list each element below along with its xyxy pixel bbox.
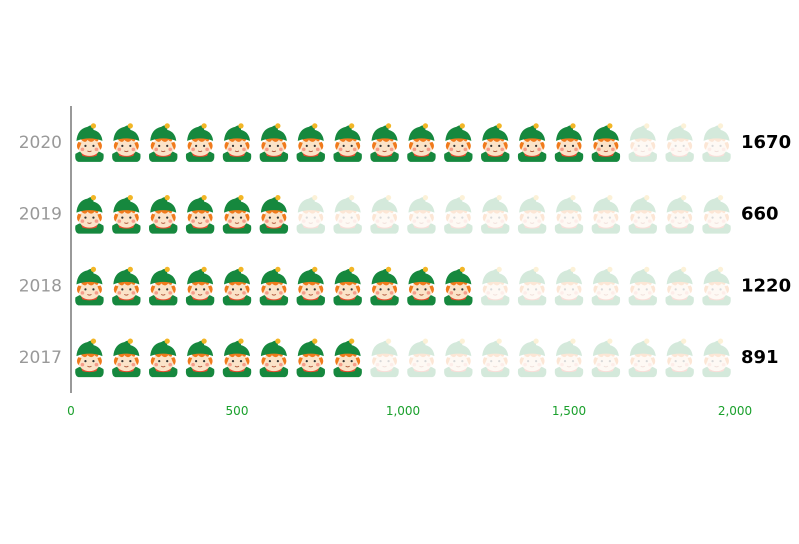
- elf-icon: [148, 194, 178, 235]
- elf-icon: [259, 194, 289, 235]
- data-label: 660: [741, 204, 779, 225]
- elf-icon: [554, 266, 584, 306]
- elf-icon: [111, 122, 142, 163]
- elf-icon: [591, 194, 621, 235]
- elf-icon: [480, 266, 510, 306]
- elf-icon: [591, 338, 621, 378]
- elf-icon: [628, 266, 658, 306]
- elf-icon: [74, 194, 105, 235]
- elf-icon: [406, 266, 437, 306]
- elf-icon: [222, 122, 252, 163]
- elf-icon: [369, 122, 400, 163]
- elf-icon: [259, 122, 289, 163]
- elf-icon: [664, 338, 695, 378]
- elf-icon: [185, 122, 215, 163]
- elf-icon: [406, 122, 437, 163]
- elf-icon: [701, 338, 732, 378]
- elf-icon: [369, 266, 400, 306]
- elf-icon: [701, 122, 732, 163]
- elf-icon: [443, 266, 474, 306]
- elf-icon: [443, 194, 474, 235]
- elf-icon: [296, 338, 326, 378]
- bar-row-2019: 2019 660: [19, 194, 779, 235]
- elf-icon: [222, 266, 252, 306]
- elf-icon: [148, 338, 178, 378]
- elf-icon: [369, 194, 400, 235]
- elf-icon: [332, 266, 363, 306]
- bar-row-2017: 2017 891: [19, 338, 779, 378]
- elf-icon: [369, 338, 400, 378]
- elf-icon: [185, 194, 215, 235]
- elf-icon: [332, 122, 363, 163]
- elf-icon: [296, 122, 326, 163]
- elf-icon: [332, 338, 363, 378]
- elf-icon: [222, 338, 252, 378]
- elf-icon: [480, 194, 510, 235]
- data-label: 891: [741, 347, 779, 368]
- elf-icon: [185, 338, 215, 378]
- x-tick-label: 500: [226, 404, 249, 418]
- x-tick-label: 1,500: [552, 404, 586, 418]
- category-label: 2017: [19, 348, 62, 368]
- category-label: 2018: [19, 276, 62, 296]
- x-tick-label: 1,000: [386, 404, 420, 418]
- elf-icon: [443, 338, 474, 378]
- elf-icon: [332, 194, 363, 235]
- bar-row-2018: 2018 1220: [19, 266, 791, 306]
- elf-icon: [517, 266, 547, 306]
- elf-icon: [259, 266, 289, 306]
- category-label: 2020: [19, 133, 62, 153]
- x-tick-label: 0: [67, 404, 75, 418]
- elf-icon: [148, 266, 178, 306]
- elf-icon: [74, 122, 105, 163]
- elf-icon: [701, 194, 732, 235]
- elf-icon: [111, 266, 142, 306]
- elf-icon: [74, 338, 105, 378]
- bar-row-2020: 2020 1670: [19, 122, 791, 163]
- elf-icon: [296, 266, 326, 306]
- elf-icon: [111, 194, 142, 235]
- elf-icon: [259, 338, 289, 378]
- elf-icon: [406, 194, 437, 235]
- elf-icon: [664, 266, 695, 306]
- elf-icon: [296, 194, 326, 235]
- elf-icon: [664, 194, 695, 235]
- elf-icon: [517, 194, 547, 235]
- elf-icon: [664, 122, 695, 163]
- elf-icon: [554, 194, 584, 235]
- elf-icon: [628, 194, 658, 235]
- elf-icon: [591, 266, 621, 306]
- elf-icon: [443, 122, 474, 163]
- elf-icon: [111, 338, 142, 378]
- elf-icon: [701, 266, 732, 306]
- elf-icon: [185, 266, 215, 306]
- elf-icon: [554, 338, 584, 378]
- x-tick-label: 2,000: [718, 404, 752, 418]
- data-label: 1220: [741, 275, 791, 296]
- elf-icon: [591, 122, 621, 163]
- elf-icon: [554, 122, 584, 163]
- elf-icon: [480, 338, 510, 378]
- data-label: 1670: [741, 132, 791, 153]
- elf-icon: [517, 122, 547, 163]
- elf-icon: [74, 266, 105, 306]
- elf-icon: [480, 122, 510, 163]
- elf-icon: [628, 338, 658, 378]
- elf-icon: [222, 194, 252, 235]
- elf-icon: [406, 338, 437, 378]
- elf-icon: [517, 338, 547, 378]
- category-label: 2019: [19, 205, 62, 225]
- elf-icon: [148, 122, 178, 163]
- elf-icon: [628, 122, 658, 163]
